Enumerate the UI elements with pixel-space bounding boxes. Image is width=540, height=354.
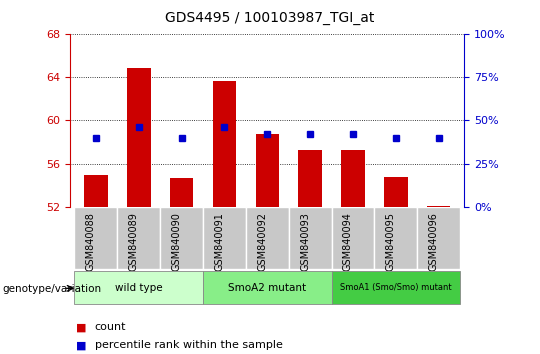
Bar: [203, 207, 246, 269]
Bar: [255, 135, 279, 207]
Bar: [75, 271, 203, 304]
Text: genotype/variation: genotype/variation: [3, 284, 102, 293]
Bar: [160, 207, 203, 269]
Text: percentile rank within the sample: percentile rank within the sample: [94, 340, 282, 350]
Bar: [289, 207, 332, 269]
Text: GDS4495 / 100103987_TGI_at: GDS4495 / 100103987_TGI_at: [165, 11, 375, 25]
Bar: [246, 207, 289, 269]
Bar: [384, 177, 408, 207]
Text: SmoA1 (Smo/Smo) mutant: SmoA1 (Smo/Smo) mutant: [340, 283, 451, 292]
Text: SmoA2 mutant: SmoA2 mutant: [228, 282, 306, 293]
Text: GSM840091: GSM840091: [214, 212, 225, 271]
Text: GSM840096: GSM840096: [429, 212, 438, 271]
Bar: [417, 207, 460, 269]
Bar: [84, 175, 107, 207]
Text: wild type: wild type: [115, 282, 163, 293]
Text: count: count: [94, 322, 126, 332]
Bar: [332, 271, 460, 304]
Text: GSM840093: GSM840093: [300, 212, 310, 271]
Text: GSM840095: GSM840095: [386, 212, 396, 271]
Bar: [299, 150, 322, 207]
Bar: [213, 81, 236, 207]
Bar: [427, 206, 450, 207]
Bar: [203, 271, 332, 304]
Text: GSM840094: GSM840094: [343, 212, 353, 271]
Bar: [127, 68, 151, 207]
Bar: [332, 207, 374, 269]
Bar: [341, 150, 365, 207]
Bar: [117, 207, 160, 269]
Bar: [75, 207, 117, 269]
Text: ■: ■: [76, 322, 86, 332]
Bar: [374, 207, 417, 269]
Text: ■: ■: [76, 340, 86, 350]
Text: GSM840092: GSM840092: [257, 212, 267, 271]
Text: GSM840089: GSM840089: [129, 212, 139, 271]
Text: GSM840090: GSM840090: [172, 212, 181, 271]
Text: GSM840088: GSM840088: [86, 212, 96, 271]
Bar: [170, 178, 193, 207]
